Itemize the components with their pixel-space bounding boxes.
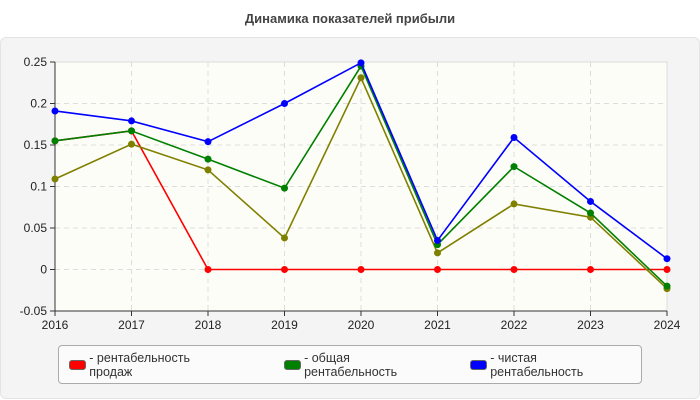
data-point <box>281 266 288 273</box>
data-point <box>434 266 441 273</box>
x-tick-label: 2021 <box>424 318 451 332</box>
chart-title: Динамика показателей прибыли <box>244 11 456 26</box>
data-point <box>510 163 518 171</box>
data-point <box>510 200 518 208</box>
x-tick-label: 2024 <box>654 318 681 332</box>
data-point <box>434 249 441 257</box>
data-point <box>357 266 365 273</box>
data-point <box>357 59 365 67</box>
data-point <box>357 74 365 82</box>
legend-item-total[interactable]: - общая рентабельность <box>283 350 440 379</box>
legend-swatch <box>469 359 488 370</box>
data-point <box>51 137 59 145</box>
data-point <box>510 134 518 142</box>
y-tick-label: -0.05 <box>20 304 48 318</box>
legend-label: - общая рентабельность <box>304 350 398 379</box>
y-tick-label: 0.2 <box>30 97 47 111</box>
data-point <box>510 266 518 273</box>
y-tick-label: 0.25 <box>24 55 48 69</box>
data-point <box>587 266 594 273</box>
data-point <box>51 175 59 183</box>
data-point <box>281 184 288 192</box>
data-point <box>128 140 135 148</box>
legend-item-sales[interactable]: - рентабельность продаж <box>69 351 230 379</box>
data-point <box>281 100 288 107</box>
x-tick-label: 2017 <box>118 318 145 332</box>
legend-item-net[interactable]: - чистая рентабельность <box>469 350 627 379</box>
x-tick-label: 2022 <box>501 318 528 332</box>
y-tick-label: 0 <box>40 263 47 277</box>
y-tick-label: 0.1 <box>30 180 47 194</box>
x-tick-label: 2016 <box>42 318 69 332</box>
y-tick-label: 0.05 <box>24 221 48 235</box>
data-point <box>128 127 135 135</box>
legend-label: - рентабельность продаж <box>89 350 190 379</box>
data-point <box>204 138 212 146</box>
legend: - рентабельность продаж - общая рентабел… <box>58 345 642 384</box>
legend-label: - чистая рентабельность <box>490 350 584 379</box>
data-point <box>663 266 671 273</box>
data-point <box>663 282 671 290</box>
data-point <box>587 209 594 217</box>
x-tick-label: 2023 <box>577 318 604 332</box>
x-tick-label: 2019 <box>271 318 298 332</box>
x-tick-label: 2018 <box>195 318 222 332</box>
data-point <box>434 236 441 244</box>
legend-swatch <box>283 359 302 370</box>
data-point <box>281 234 288 242</box>
data-point <box>204 155 212 163</box>
data-point <box>51 107 59 115</box>
data-point <box>204 166 212 174</box>
x-tick-label: 2020 <box>348 318 375 332</box>
y-tick-label: 0.15 <box>24 138 48 152</box>
legend-swatch <box>69 359 87 370</box>
data-point <box>663 255 671 263</box>
data-point <box>204 266 212 273</box>
data-point <box>587 197 594 205</box>
data-point <box>128 117 135 125</box>
